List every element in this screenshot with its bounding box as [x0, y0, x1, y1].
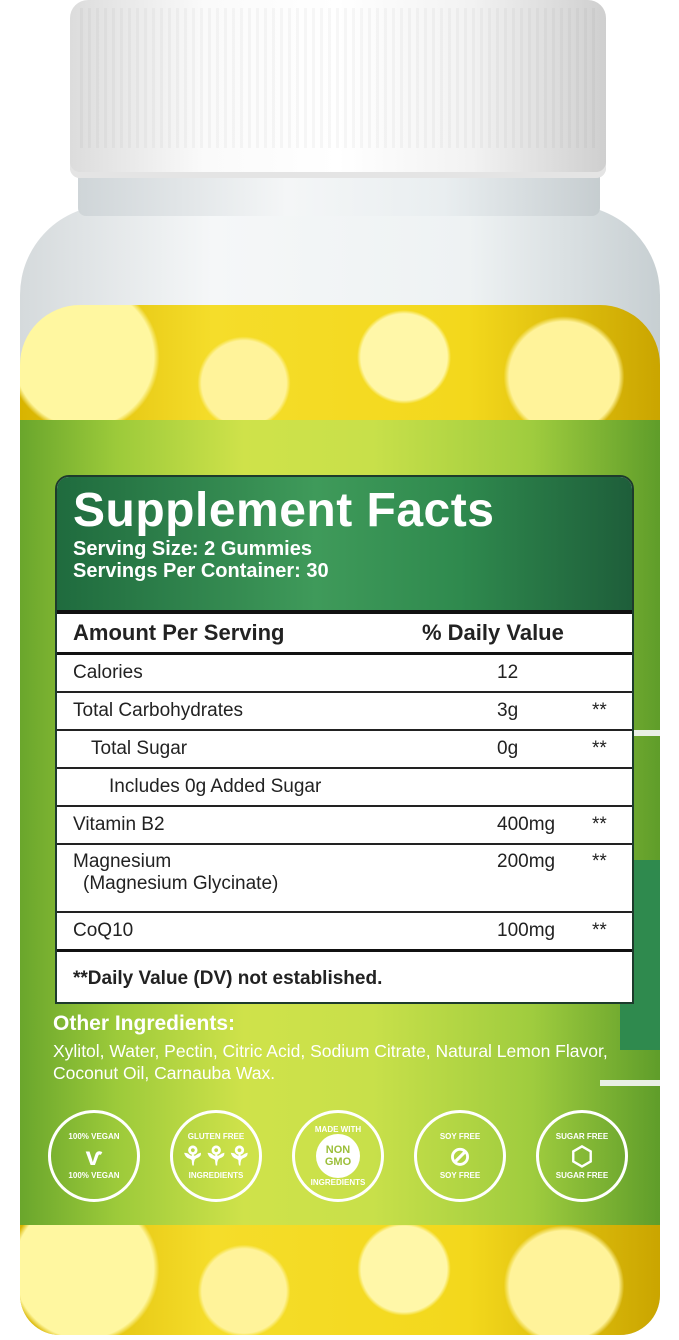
nutrient-dv: **: [592, 700, 607, 721]
nutrient-name: Calories: [73, 662, 143, 683]
non-gmo-icon: NON GMO: [316, 1134, 360, 1178]
badge-bottom-text: INGREDIENTS: [310, 1178, 366, 1187]
wheat-icon: ⚘⚘⚘: [181, 1141, 251, 1171]
facts-header: Supplement Facts Serving Size: 2 Gummies…: [57, 477, 632, 614]
nutrient-amount: 0g: [497, 738, 519, 759]
facts-row: Vitamin B2 400mg **: [57, 807, 632, 845]
nutrient-amount: 200mg: [497, 851, 556, 872]
badge-bottom-text: INGREDIENTS: [188, 1171, 244, 1180]
badge-soy-free: SOY FREE ⊘ SOY FREE: [414, 1110, 506, 1202]
badge-bottom-text: SOY FREE: [439, 1171, 481, 1180]
other-ingredients-heading: Other Ingredients:: [53, 1012, 236, 1035]
nutrient-amount: 12: [497, 662, 519, 683]
serving-size: Serving Size: 2 Gummies: [73, 538, 312, 560]
sugar-cubes-icon: ⬡: [570, 1141, 594, 1171]
nutrient-amount: 100mg: [497, 920, 556, 941]
other-ingredients-text: Xylitol, Water, Pectin, Citric Acid, Sod…: [53, 1041, 608, 1083]
gummies-top: [20, 305, 660, 435]
other-ingredients: Other Ingredients: Xylitol, Water, Pecti…: [53, 1012, 653, 1084]
badge-top-text: SUGAR FREE: [555, 1132, 609, 1141]
badge-top-text: 100% VEGAN: [68, 1132, 120, 1141]
nutrient-name: Vitamin B2: [73, 814, 165, 835]
nutrient-amount: 3g: [497, 700, 519, 721]
col-amount: Amount Per Serving: [73, 620, 285, 645]
nutrient-dv: **: [592, 738, 607, 759]
badge-bottom-text: 100% VEGAN: [68, 1171, 120, 1180]
badge-top-text: GLUTEN FREE: [187, 1132, 245, 1141]
gummies-bottom: [20, 1225, 660, 1335]
nutrient-name: Includes 0g Added Sugar: [109, 776, 322, 797]
nutrient-amount: 400mg: [497, 814, 556, 835]
servings-per-container: Servings Per Container: 30: [73, 560, 329, 582]
nutrient-name: CoQ10: [73, 920, 134, 941]
nutrient-name: Total Carbohydrates: [73, 700, 244, 721]
bottle-cap: [70, 0, 606, 178]
supplement-facts-panel: Supplement Facts Serving Size: 2 Gummies…: [55, 475, 634, 1004]
vegan-v-icon: ѵ: [85, 1141, 103, 1171]
badge-sugar-free: SUGAR FREE ⬡ SUGAR FREE: [536, 1110, 628, 1202]
facts-row: Magnesium (Magnesium Glycinate) 200mg **: [57, 845, 632, 913]
facts-row: Calories 12: [57, 655, 632, 693]
certification-badges: 100% VEGAN ѵ 100% VEGAN GLUTEN FREE ⚘⚘⚘ INGR…: [48, 1110, 628, 1202]
soybean-icon: ⊘: [449, 1141, 471, 1171]
badge-top-text: MADE WITH: [314, 1125, 362, 1134]
badge-gluten-free: GLUTEN FREE ⚘⚘⚘ INGREDIENTS: [170, 1110, 262, 1202]
badge-vegan: 100% VEGAN ѵ 100% VEGAN: [48, 1110, 140, 1202]
gmo-text: GMO: [324, 1156, 352, 1168]
non-text: NON: [325, 1144, 351, 1156]
nutrient-dv: **: [592, 851, 607, 872]
col-dv: % Daily Value: [422, 620, 564, 645]
facts-row: Includes 0g Added Sugar: [57, 769, 632, 807]
facts-row: CoQ10 100mg **: [57, 913, 632, 952]
badge-non-gmo: MADE WITH NON GMO INGREDIENTS: [292, 1110, 384, 1202]
facts-column-header: Amount Per Serving % Daily Value: [57, 614, 632, 655]
nutrient-source: (Magnesium Glycinate): [83, 873, 279, 894]
nutrient-name: Magnesium: [73, 851, 172, 872]
facts-title: Supplement Facts: [73, 484, 495, 537]
nutrient-dv: **: [592, 920, 607, 941]
facts-footnote: **Daily Value (DV) not established.: [73, 968, 383, 989]
badge-top-text: SOY FREE: [439, 1132, 481, 1141]
facts-row: Total Sugar 0g **: [57, 731, 632, 769]
bottle-neck: [78, 176, 600, 216]
facts-row: Total Carbohydrates 3g **: [57, 693, 632, 731]
badge-bottom-text: SUGAR FREE: [555, 1171, 609, 1180]
nutrient-dv: **: [592, 814, 607, 835]
nutrient-name: Total Sugar: [91, 738, 188, 759]
